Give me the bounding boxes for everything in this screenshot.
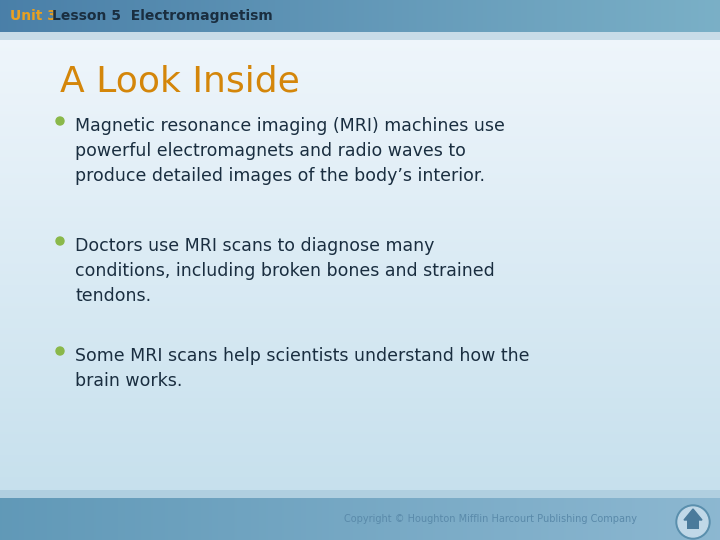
- Text: Lesson 5  Electromagnetism: Lesson 5 Electromagnetism: [52, 9, 273, 23]
- Bar: [0, 32, 720, 40]
- Text: Copyright © Houghton Mifflin Harcourt Publishing Company: Copyright © Houghton Mifflin Harcourt Pu…: [343, 514, 636, 524]
- Bar: [0, 490, 720, 498]
- Text: Magnetic resonance imaging (MRI) machines use
powerful electromagnets and radio : Magnetic resonance imaging (MRI) machine…: [75, 117, 505, 185]
- Text: Some MRI scans help scientists understand how the
brain works.: Some MRI scans help scientists understan…: [75, 347, 529, 390]
- Circle shape: [56, 347, 64, 355]
- Text: Doctors use MRI scans to diagnose many
conditions, including broken bones and st: Doctors use MRI scans to diagnose many c…: [75, 237, 495, 305]
- Text: A Look Inside: A Look Inside: [60, 65, 300, 99]
- Circle shape: [56, 237, 64, 245]
- Polygon shape: [684, 509, 702, 520]
- Text: Unit 3: Unit 3: [10, 9, 57, 23]
- Circle shape: [56, 117, 64, 125]
- FancyBboxPatch shape: [687, 520, 699, 529]
- Circle shape: [678, 507, 708, 537]
- Circle shape: [676, 505, 710, 539]
